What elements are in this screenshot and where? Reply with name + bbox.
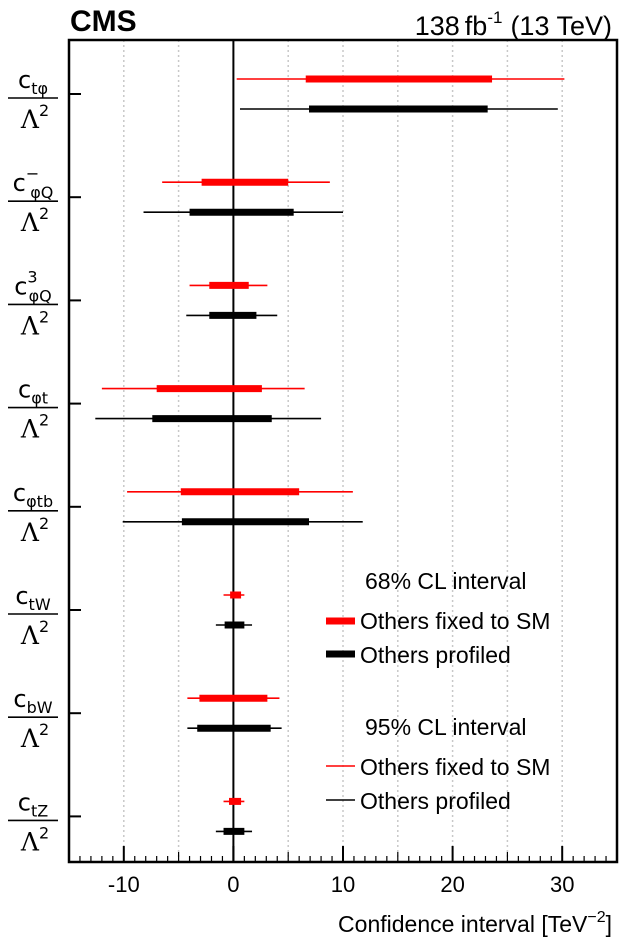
lumi-unit: fb xyxy=(465,11,488,41)
coefficient-numerator: ctZ xyxy=(18,788,48,820)
lumi-label: 138 fb-1 (13 TeV) xyxy=(415,8,612,41)
plot-frame xyxy=(67,38,619,864)
coefficient-denominator: Λ2 xyxy=(20,617,49,650)
interval-bars xyxy=(95,75,565,835)
coefficient-numerator: cφt xyxy=(18,376,48,408)
legend-title-68: 68% CL interval xyxy=(365,568,527,594)
coefficient-denominator: Λ2 xyxy=(20,411,49,444)
legend-label-68-fixed: Others fixed to SM xyxy=(360,608,550,634)
x-tick-label: 30 xyxy=(550,872,574,897)
cms-label: CMS xyxy=(70,5,137,38)
x-axis-label-close: ] xyxy=(606,911,612,937)
x-axis-label-exponent: −2 xyxy=(587,909,605,926)
energy-label: (13 TeV) xyxy=(510,11,612,41)
legend-label-95-profiled: Others profiled xyxy=(360,788,511,814)
x-axis-ticks: -10 0 10 20 30 xyxy=(68,93,618,897)
coefficient-denominator: Λ2 xyxy=(20,823,49,856)
coefficient-denominator: Λ2 xyxy=(20,101,49,134)
legend-label-68-profiled: Others profiled xyxy=(360,642,511,668)
x-tick-label: 10 xyxy=(331,872,355,897)
coefficient-numerator: ctW xyxy=(15,582,50,614)
coefficient-denominator: Λ2 xyxy=(20,514,49,547)
coefficient-numerator: c3 φQ xyxy=(14,267,52,305)
x-tick-label: 0 xyxy=(227,872,239,897)
coefficient-denominator: Λ2 xyxy=(20,720,49,753)
lumi-exponent: -1 xyxy=(487,8,502,27)
legend: 68% CL interval Others fixed to SM Other… xyxy=(326,568,550,814)
coefficient-numerator: ctφ xyxy=(18,66,48,98)
coefficient-numerator: cbW xyxy=(13,685,52,717)
x-tick-label: 20 xyxy=(440,872,464,897)
coefficient-denominator: Λ2 xyxy=(20,204,49,237)
coefficient-denominator: Λ2 xyxy=(20,307,49,340)
x-tick-label: -10 xyxy=(108,872,140,897)
coefficient-numerator: c− φQ xyxy=(13,164,54,202)
x-axis-label: Confidence interval [TeV−2] xyxy=(338,909,612,937)
lumi-value: 138 xyxy=(415,11,460,41)
x-axis-label-text: Confidence interval [TeV xyxy=(338,911,588,937)
legend-title-95: 95% CL interval xyxy=(365,714,527,740)
coefficient-numerator: cφtb xyxy=(13,479,53,511)
legend-label-95-fixed: Others fixed to SM xyxy=(360,754,550,780)
